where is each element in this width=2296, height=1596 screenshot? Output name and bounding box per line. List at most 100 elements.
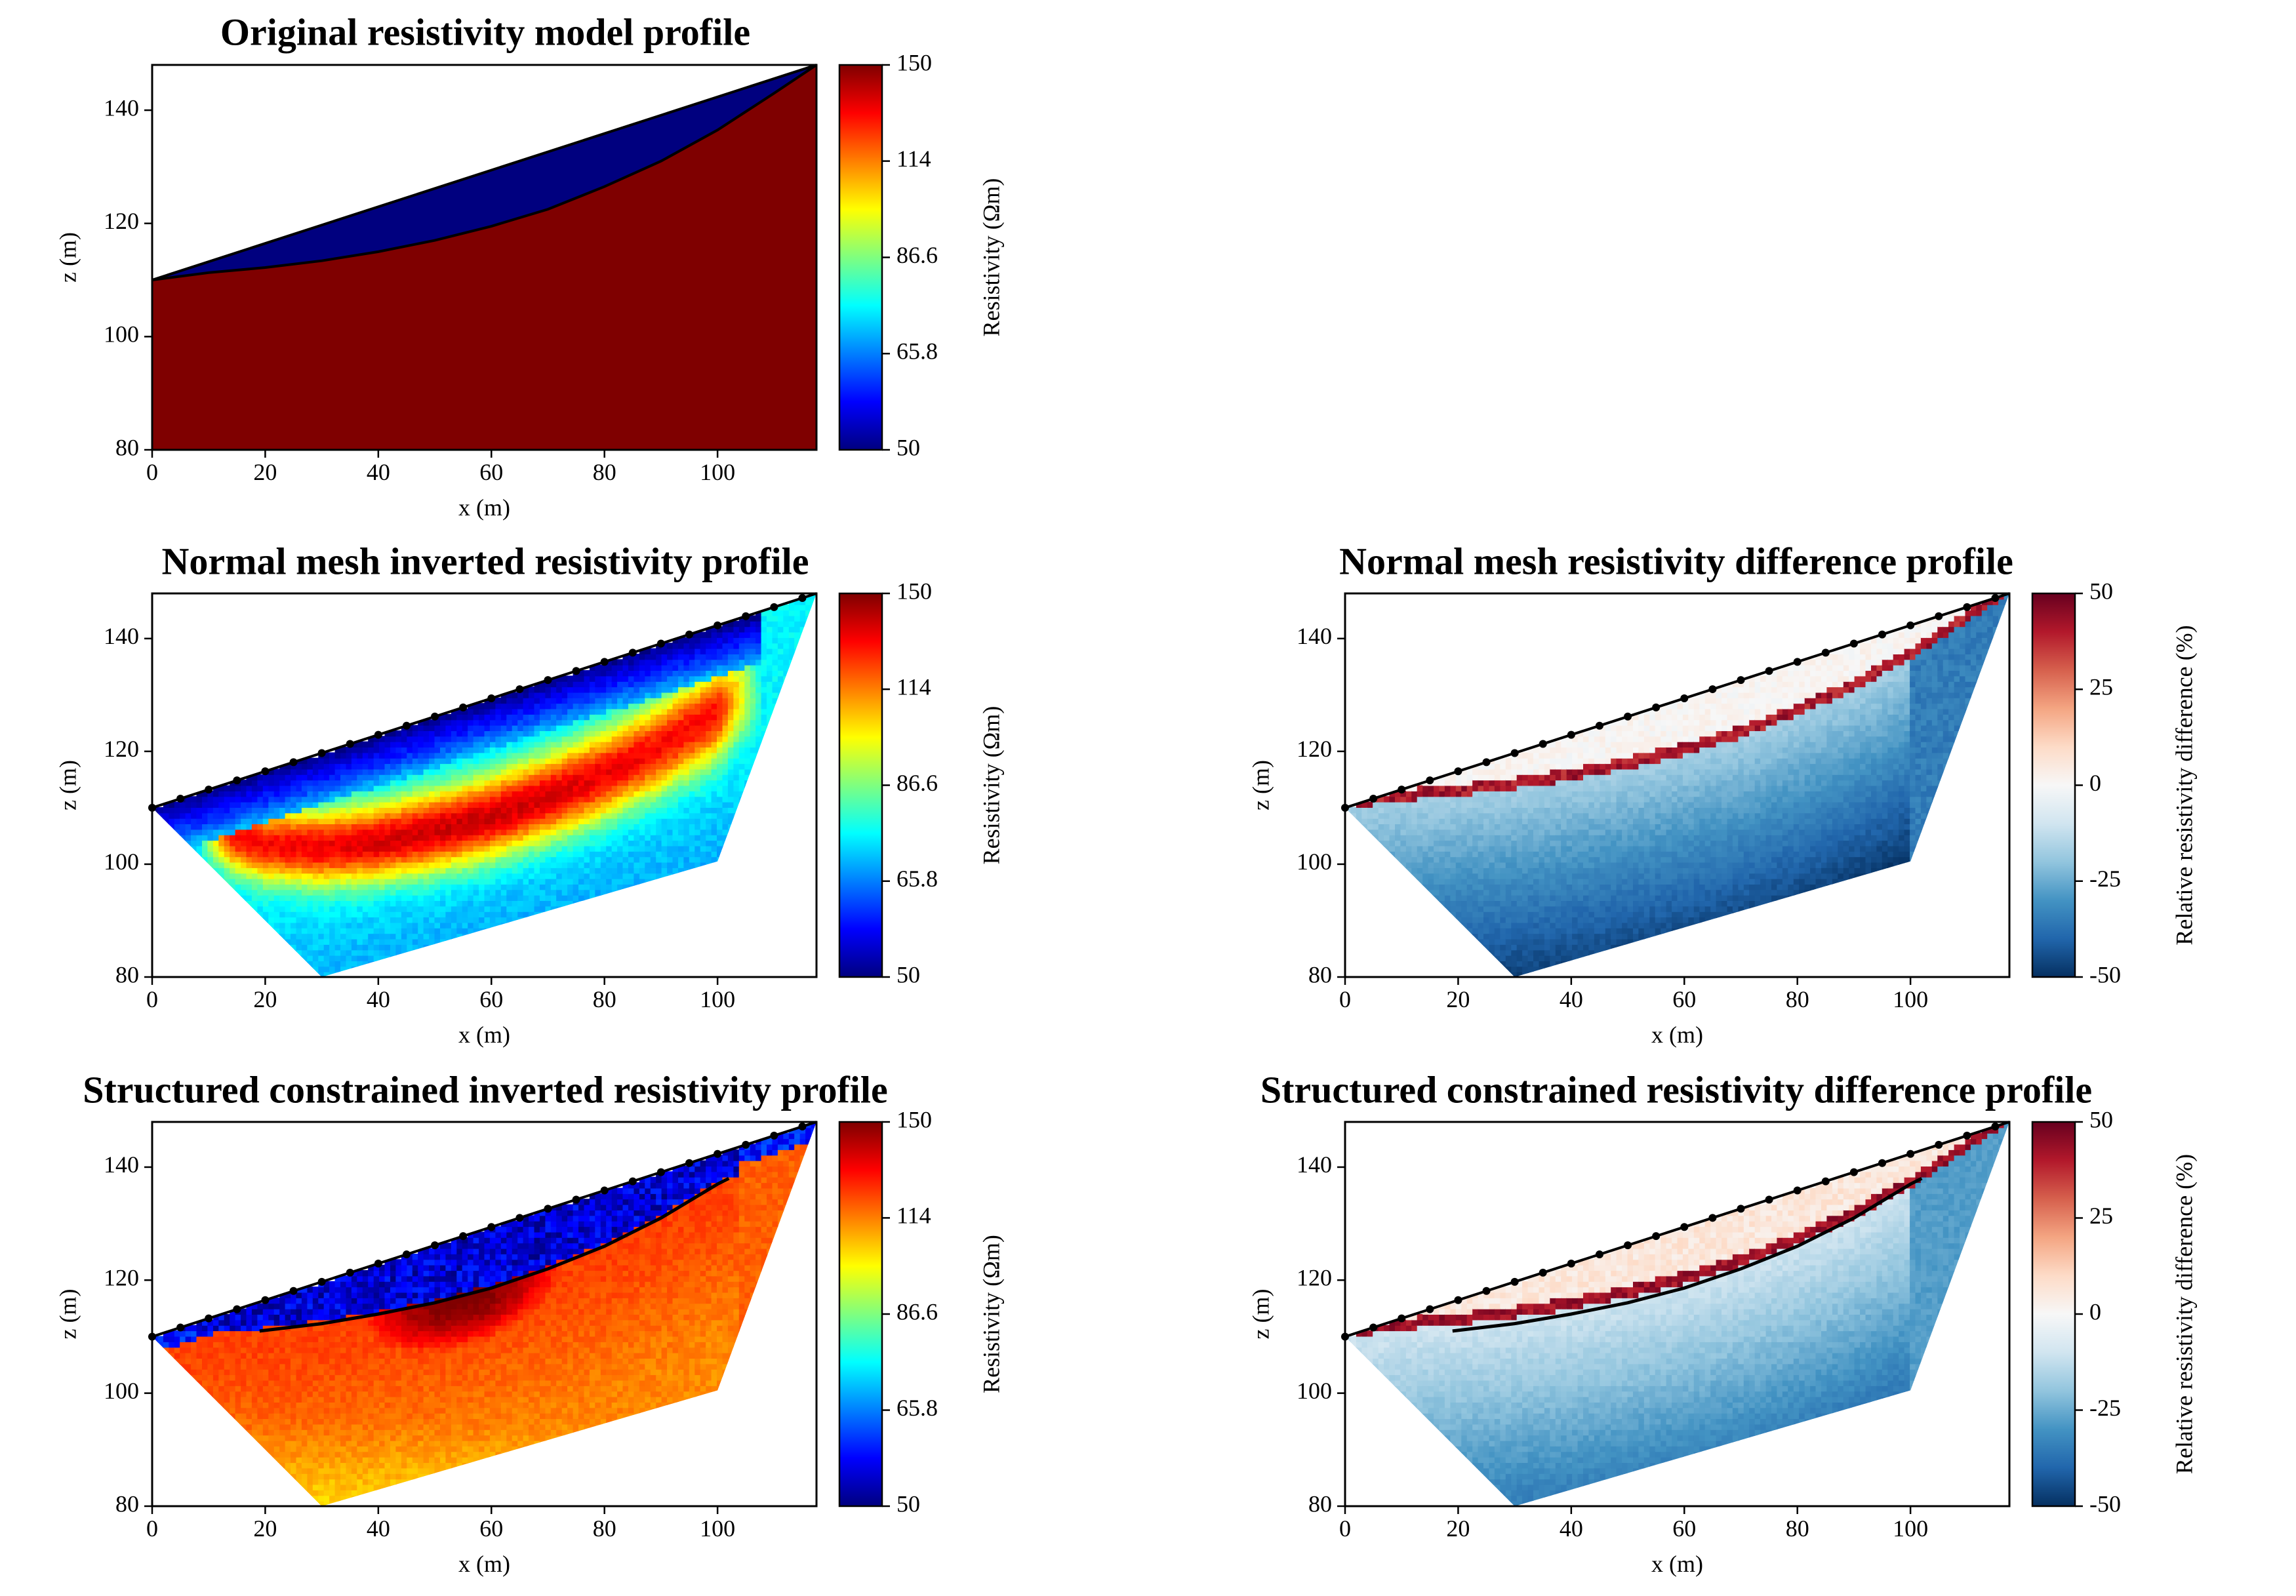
data-cell	[727, 681, 735, 688]
data-cell	[606, 796, 613, 803]
data-cell	[285, 790, 291, 797]
data-cell	[390, 752, 397, 759]
data-cell	[1516, 785, 1523, 791]
colorbar-tick-label: 114	[896, 673, 931, 700]
data-cell	[445, 917, 452, 923]
data-cell	[346, 768, 352, 775]
data-cell	[373, 790, 380, 797]
data-cell	[351, 955, 358, 961]
data-cell	[401, 894, 408, 901]
data-cell	[489, 790, 496, 797]
data-cell	[251, 840, 258, 847]
data-cell	[390, 818, 397, 824]
data-cell	[589, 889, 596, 896]
colorbar-tick-label: 86.6	[896, 242, 938, 268]
data-cell	[534, 713, 540, 721]
data-cell	[683, 736, 690, 742]
data-cell	[407, 944, 413, 951]
data-cell	[799, 626, 807, 633]
data-cell	[329, 878, 336, 885]
data-cell	[423, 774, 430, 781]
data-cell	[1472, 840, 1479, 847]
data-cell	[573, 834, 579, 841]
data-cell	[722, 785, 729, 791]
data-cell	[1489, 862, 1495, 868]
data-cell	[661, 785, 668, 791]
data-cell	[595, 812, 601, 819]
data-cell	[251, 906, 258, 912]
data-cell	[407, 818, 413, 824]
data-cell	[230, 801, 236, 808]
data-cell	[418, 944, 424, 951]
data-cell	[445, 801, 452, 808]
data-cell	[440, 780, 447, 786]
data-cell	[711, 834, 717, 841]
data-cell	[1417, 840, 1424, 847]
data-cell	[323, 933, 331, 940]
data-cell	[418, 873, 424, 879]
data-cell	[556, 834, 563, 841]
data-cell	[656, 829, 662, 835]
data-cell	[628, 889, 635, 896]
data-cell	[700, 763, 707, 770]
data-cell	[1422, 889, 1429, 896]
data-cell	[584, 801, 590, 808]
data-cell	[667, 812, 674, 819]
data-cell	[307, 883, 313, 890]
data-cell	[390, 955, 397, 961]
data-cell	[656, 763, 662, 770]
data-cell	[506, 922, 513, 928]
data-cell	[423, 917, 430, 923]
data-cell	[1428, 894, 1434, 901]
data-cell	[418, 949, 424, 956]
data-cell	[689, 807, 696, 814]
data-cell	[291, 790, 297, 797]
data-cell	[479, 713, 485, 721]
data-cell	[683, 801, 690, 808]
data-cell	[1478, 768, 1484, 775]
data-cell	[312, 840, 319, 847]
data-cell	[628, 681, 635, 688]
data-cell	[534, 763, 540, 770]
data-cell	[1450, 840, 1457, 847]
data-cell	[523, 780, 529, 786]
data-cell	[301, 927, 308, 934]
data-cell	[584, 873, 590, 879]
data-cell	[1461, 796, 1468, 803]
data-cell	[500, 845, 508, 852]
data-cell	[1516, 850, 1523, 858]
data-cell	[517, 862, 524, 868]
data-cell	[390, 834, 397, 841]
data-cell	[523, 747, 529, 753]
data-cell	[468, 834, 474, 841]
data-cell	[573, 818, 579, 824]
data-cell	[717, 637, 723, 644]
data-cell	[606, 768, 613, 775]
data-cell	[218, 801, 225, 808]
data-cell	[1505, 917, 1512, 923]
data-cell	[661, 856, 668, 863]
data-cell	[1373, 818, 1379, 824]
data-cell	[351, 922, 358, 928]
data-cell	[268, 862, 275, 868]
data-cell	[706, 741, 712, 748]
data-cell	[1405, 862, 1413, 868]
data-cell	[423, 840, 430, 847]
data-cell	[340, 922, 347, 928]
data-cell	[777, 610, 784, 616]
data-cell	[738, 664, 746, 671]
data-cell	[412, 894, 419, 901]
data-cell	[539, 730, 546, 737]
data-cell	[230, 796, 236, 803]
data-cell	[484, 812, 491, 819]
data-cell	[1444, 911, 1451, 918]
data-cell	[744, 730, 751, 737]
data-cell	[1466, 917, 1474, 923]
data-cell	[373, 801, 380, 808]
data-cell	[545, 862, 552, 868]
data-cell	[401, 845, 408, 852]
data-cell	[296, 949, 302, 956]
data-cell	[495, 867, 502, 874]
data-cell	[561, 681, 569, 688]
data-cell	[312, 894, 319, 901]
